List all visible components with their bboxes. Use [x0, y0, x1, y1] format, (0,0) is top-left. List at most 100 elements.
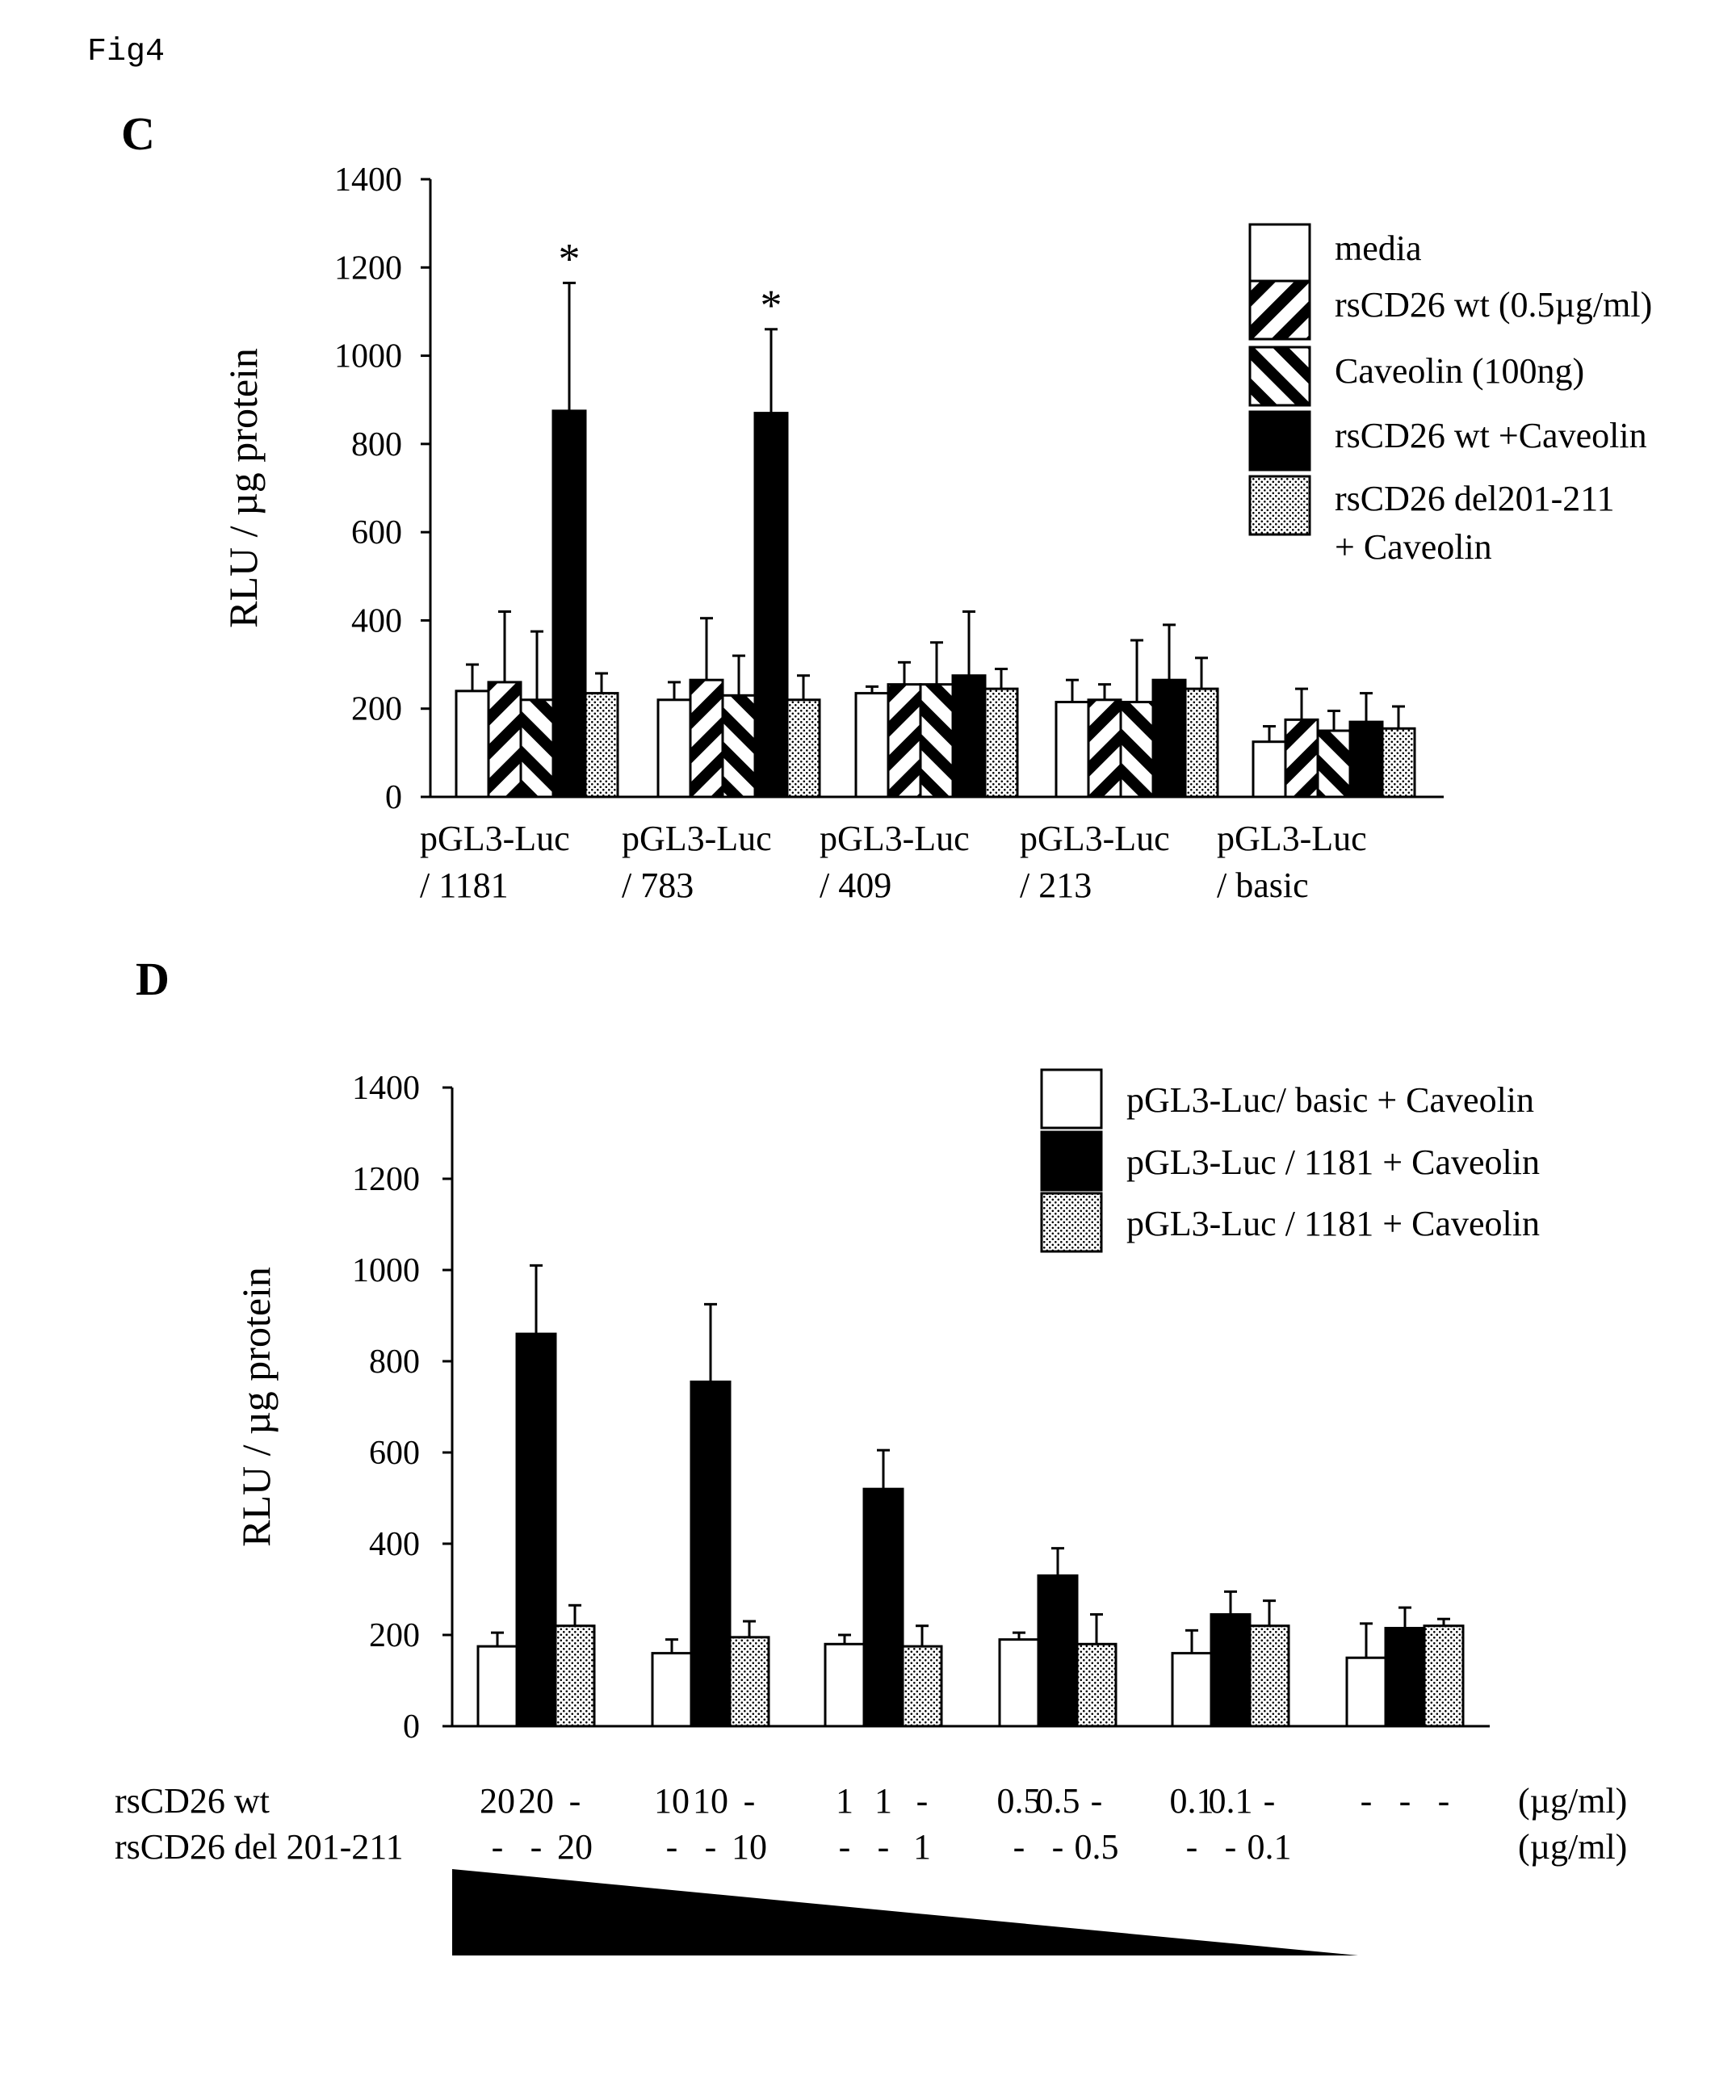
- bar: [985, 689, 1017, 797]
- y-axis-label: RLU / µg protein: [233, 1267, 279, 1547]
- x-tick-label: / basic: [1217, 866, 1309, 905]
- legend-label: pGL3-Luc / 1181 + Caveolin: [1126, 1142, 1540, 1182]
- bar: [1253, 742, 1285, 797]
- bar: [585, 694, 618, 797]
- condition-cell: 0.5: [997, 1781, 1042, 1821]
- condition-cell: -: [530, 1827, 543, 1867]
- bar: [1077, 1644, 1116, 1726]
- bar: [730, 1637, 769, 1726]
- bar: [691, 1381, 730, 1726]
- condition-cell: -: [916, 1781, 929, 1821]
- bar: [1211, 1615, 1250, 1726]
- y-axis-label: RLU / µg protein: [220, 348, 266, 628]
- panel-d: DRLU / µg protein02004006008001000120014…: [115, 953, 1627, 1955]
- panel-c: CRLU / µg protein02004006008001000120014…: [121, 107, 1652, 905]
- figure-label: Fig4: [87, 34, 165, 70]
- condition-row-unit: (µg/ml): [1518, 1827, 1627, 1867]
- bar: [690, 680, 723, 797]
- condition-cell: -: [1264, 1781, 1276, 1821]
- significance-marker: *: [559, 234, 581, 283]
- bar: [1424, 1626, 1463, 1726]
- condition-cell: 0.1: [1170, 1781, 1214, 1821]
- legend-label: rsCD26 del201-211: [1335, 479, 1615, 518]
- legend-label: media: [1335, 228, 1422, 268]
- condition-cell: -: [1225, 1827, 1237, 1867]
- y-tick-label: 600: [369, 1435, 420, 1472]
- x-tick-label: pGL3-Luc: [1217, 819, 1367, 858]
- x-tick-label: pGL3-Luc: [1020, 819, 1170, 858]
- bar: [521, 700, 553, 797]
- bar: [1056, 702, 1088, 797]
- bar: [755, 413, 787, 797]
- condition-cell: -: [1052, 1827, 1064, 1867]
- bar: [456, 691, 489, 797]
- condition-cell: -: [878, 1827, 890, 1867]
- bar: [658, 700, 690, 797]
- condition-cell: -: [1361, 1781, 1373, 1821]
- bar: [1318, 731, 1350, 797]
- condition-cell: -: [1438, 1781, 1450, 1821]
- bar: [856, 694, 888, 797]
- y-tick-label: 1400: [334, 161, 402, 199]
- legend-swatch: [1042, 1070, 1101, 1128]
- concentration-gradient-wedge: [452, 1869, 1358, 1955]
- condition-cell: 1: [836, 1781, 853, 1821]
- condition-cell: -: [1399, 1781, 1411, 1821]
- bar: [1386, 1628, 1424, 1726]
- bar: [1172, 1654, 1211, 1726]
- condition-row-unit: (µg/ml): [1518, 1781, 1627, 1821]
- y-tick-label: 1200: [352, 1161, 420, 1198]
- bar: [1250, 1626, 1289, 1726]
- condition-cell: -: [744, 1781, 756, 1821]
- x-tick-label: / 783: [622, 866, 694, 905]
- bar: [1088, 700, 1121, 797]
- bar: [1350, 722, 1382, 797]
- legend-label: pGL3-Luc / 1181 + Caveolin: [1126, 1204, 1540, 1243]
- x-tick-label: / 409: [820, 866, 891, 905]
- bar: [723, 695, 755, 797]
- bar: [553, 411, 585, 797]
- y-tick-label: 200: [351, 691, 402, 728]
- y-tick-label: 200: [369, 1617, 420, 1654]
- condition-cell: 0.5: [1075, 1827, 1119, 1867]
- y-tick-label: 600: [351, 514, 402, 551]
- condition-cell: 0.5: [1036, 1781, 1080, 1821]
- legend-swatch: [1250, 281, 1310, 339]
- bar: [1121, 702, 1153, 797]
- legend-label: pGL3-Luc/ basic + Caveolin: [1126, 1080, 1534, 1120]
- bar: [1000, 1640, 1038, 1726]
- condition-cell: -: [1091, 1781, 1103, 1821]
- legend-swatch: [1250, 224, 1310, 283]
- legend-label: rsCD26 wt +Caveolin: [1335, 416, 1647, 455]
- legend-swatch: [1250, 412, 1310, 470]
- y-tick-label: 0: [385, 779, 402, 816]
- bar: [517, 1334, 556, 1726]
- legend-swatch: [1250, 347, 1310, 405]
- bar: [920, 685, 953, 797]
- condition-cell: 20: [480, 1781, 515, 1821]
- y-tick-label: 1400: [352, 1070, 420, 1107]
- condition-cell: 10: [693, 1781, 728, 1821]
- legend-label: + Caveolin: [1335, 527, 1492, 567]
- bar: [478, 1646, 517, 1726]
- bar: [489, 682, 521, 797]
- bar: [1382, 728, 1415, 797]
- condition-row-label: rsCD26 del 201-211: [115, 1827, 404, 1867]
- condition-cell: 10: [654, 1781, 690, 1821]
- panel-label: C: [121, 107, 155, 160]
- condition-cell: 0.1: [1247, 1827, 1292, 1867]
- y-tick-label: 400: [351, 602, 402, 639]
- y-tick-label: 400: [369, 1526, 420, 1563]
- y-tick-label: 0: [403, 1708, 420, 1746]
- bar: [1038, 1576, 1077, 1726]
- legend-swatch: [1250, 476, 1310, 534]
- condition-cell: 10: [732, 1827, 767, 1867]
- condition-cell: -: [1186, 1827, 1198, 1867]
- condition-cell: 20: [557, 1827, 593, 1867]
- x-tick-label: / 1181: [420, 866, 509, 905]
- condition-cell: -: [839, 1827, 851, 1867]
- bar: [652, 1654, 691, 1726]
- bar: [556, 1626, 594, 1726]
- x-tick-label: pGL3-Luc: [420, 819, 570, 858]
